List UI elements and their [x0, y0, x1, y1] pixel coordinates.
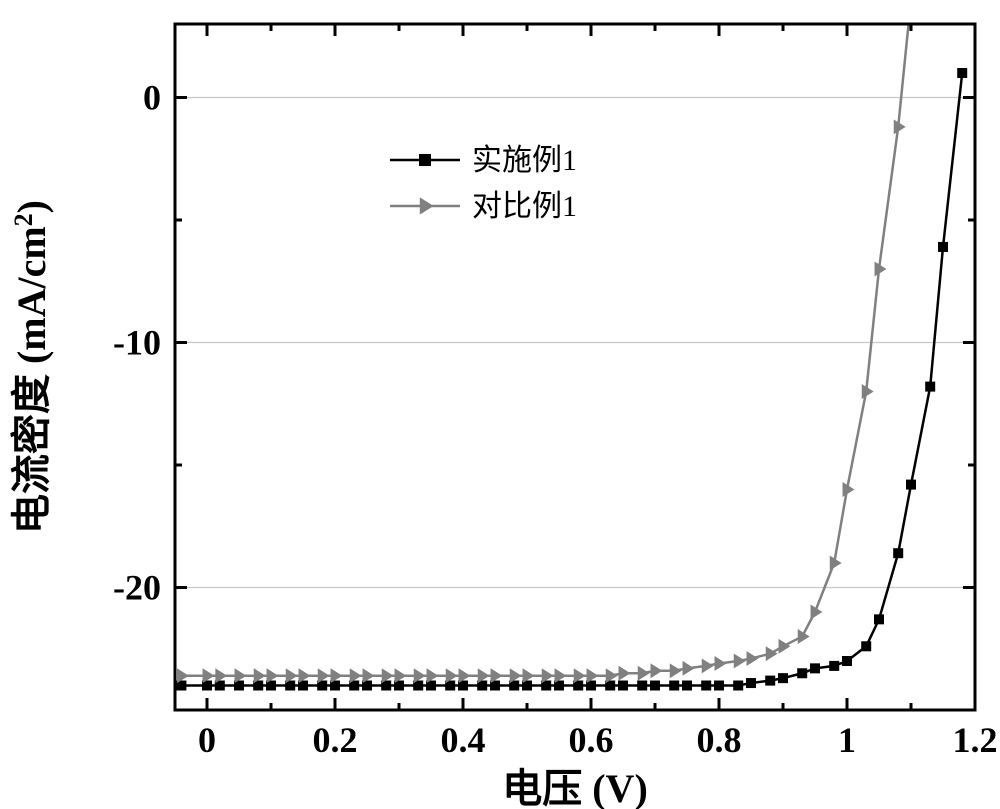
x-tick-label: 0.6 — [569, 720, 614, 760]
x-axis-label: 电压 (V) — [502, 766, 648, 809]
y-tick-label: 0 — [143, 78, 161, 118]
jv-curve-chart: 0 0.2 0.4 0.6 0.8 1 1.2 -20 -10 0 电压 (V) 电流密度 (mA/c… — [0, 0, 1000, 809]
y-tick-label: -10 — [113, 323, 161, 363]
x-tick-label: 1 — [838, 720, 856, 760]
y-tick-label: -20 — [113, 568, 161, 608]
x-tick-label: 0.2 — [313, 720, 358, 760]
x-tick-label: 0 — [198, 720, 216, 760]
y-axis-label: 电流密度 (mA/cm2) — [9, 200, 54, 534]
x-tick-label: 0.4 — [441, 720, 486, 760]
legend-label: 实施例1 — [472, 144, 577, 177]
x-tick-label: 0.8 — [697, 720, 742, 760]
legend-label: 对比例1 — [472, 190, 577, 223]
x-tick-label: 1.2 — [953, 720, 998, 760]
